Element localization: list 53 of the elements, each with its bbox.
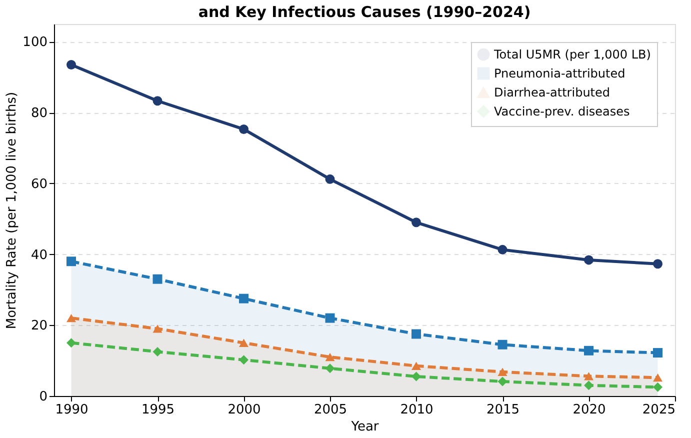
point — [653, 382, 662, 392]
x-tick-label: 2020 — [572, 402, 606, 418]
y-tick-label: 60 — [30, 176, 48, 192]
point — [239, 355, 248, 365]
point — [325, 174, 335, 184]
point — [498, 340, 508, 350]
y-tick-label: 100 — [22, 35, 48, 50]
point — [325, 364, 335, 374]
point — [325, 313, 335, 323]
point — [412, 329, 421, 339]
x-tick-label: 1995 — [141, 402, 175, 418]
point — [653, 348, 662, 358]
legend-label: Diarrhea-attributed — [494, 86, 610, 100]
point — [653, 373, 662, 382]
point — [239, 124, 248, 134]
point — [66, 60, 76, 70]
x-axis-title: Year — [350, 420, 380, 434]
y-tick-label: 40 — [30, 248, 48, 263]
point — [66, 256, 76, 266]
point — [152, 324, 162, 333]
point — [152, 96, 162, 106]
legend-label: Vaccine-prev. diseases — [494, 104, 630, 118]
x-tick-label: 2005 — [314, 402, 348, 418]
x-tick-label: 1990 — [55, 402, 88, 418]
legend-label: Pneumonia-attributed — [494, 66, 626, 80]
legend-label: Total U5MR (per 1,000 LB) — [493, 48, 651, 62]
chart-title: and Key Infectious Causes (1990–2024) — [198, 3, 531, 21]
point — [412, 372, 421, 382]
point — [498, 368, 508, 376]
point — [325, 352, 335, 362]
x-tick-label: 2010 — [400, 402, 434, 418]
point — [584, 372, 594, 380]
point — [412, 218, 421, 228]
y-tick-label: 0 — [39, 390, 48, 404]
point — [152, 274, 162, 284]
y-tick-label: 80 — [30, 106, 48, 122]
point — [584, 255, 594, 265]
point — [653, 259, 662, 269]
x-tick-label: 2000 — [228, 402, 261, 418]
point — [152, 346, 162, 356]
point — [498, 376, 508, 386]
point — [584, 380, 594, 390]
y-tick-label: 20 — [30, 318, 48, 334]
point — [412, 362, 421, 370]
point — [66, 338, 76, 348]
point — [584, 346, 594, 356]
point — [66, 314, 76, 322]
x-tick-label: 2015 — [486, 402, 520, 418]
x-tick-label: 2025 — [642, 402, 676, 418]
point — [239, 338, 248, 347]
point — [239, 294, 248, 304]
point — [498, 244, 508, 254]
y-axis-title: Mortality Rate (per 1,000 live births) — [4, 92, 20, 330]
